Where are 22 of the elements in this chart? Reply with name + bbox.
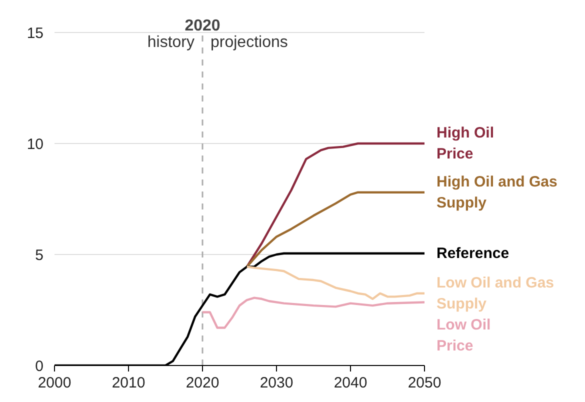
line-series — [246, 266, 426, 300]
y-tick-label: 5 — [35, 247, 44, 264]
ref-line-label: 2020 — [184, 18, 220, 34]
line-series — [246, 191, 426, 268]
line-series — [201, 296, 426, 329]
x-tick-label: 2000 — [38, 374, 72, 392]
x-tick-label: 2040 — [334, 374, 368, 392]
annotation: history — [147, 34, 194, 51]
y-tick-label: 15 — [26, 25, 44, 42]
series-label: High Oil Price — [436, 124, 494, 162]
series-label: High Oil and Gas Supply — [436, 173, 558, 212]
x-tick-label: 2010 — [112, 374, 146, 392]
y-tick-label: 10 — [26, 136, 44, 153]
x-tick-label: 2020 — [186, 374, 220, 392]
line-series — [246, 142, 426, 268]
x-tick-label: 2030 — [260, 374, 294, 392]
x-tick-label: 2050 — [408, 374, 442, 392]
series-label: Reference — [436, 244, 510, 262]
y-tick-label: 0 — [35, 358, 44, 375]
series-label: Low Oil and Gas Supply — [436, 274, 554, 312]
series-label: Low Oil Price — [436, 316, 491, 354]
annotation: projections — [210, 34, 288, 51]
